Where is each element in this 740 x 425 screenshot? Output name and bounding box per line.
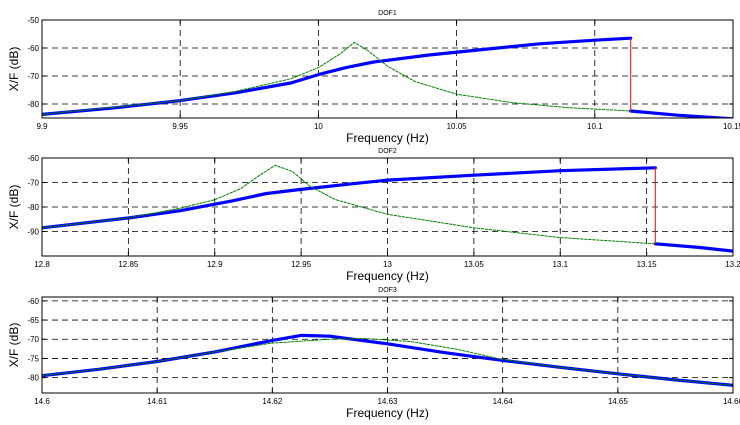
subplot-title: DOF1 (378, 10, 397, 17)
y-axis-label: X/F (dB) (7, 323, 21, 368)
series-line-thick-solid (42, 166, 657, 230)
series-group (42, 333, 733, 387)
x-tick-label: 13.1 (552, 260, 568, 269)
y-tick-label: -70 (27, 72, 39, 81)
y-axis-label: X/F (dB) (7, 185, 21, 230)
x-tick-label: 12.85 (118, 260, 139, 269)
series-group (42, 164, 733, 253)
y-tick-label: -60 (27, 297, 39, 306)
x-tick-label: 12.8 (34, 260, 50, 269)
x-tick-label: 12.95 (291, 260, 312, 269)
y-axis-label: X/F (dB) (7, 47, 21, 92)
x-tick-label: 10.15 (723, 122, 740, 131)
axes-box (41, 19, 734, 119)
x-tick-label: 14.62 (262, 397, 283, 406)
x-tick-label: 13 (383, 260, 392, 269)
y-tick-label: -50 (27, 16, 39, 25)
x-tick-label: 13.15 (637, 260, 658, 269)
x-tick-label: 14.6 (34, 397, 50, 406)
series-group (42, 36, 733, 118)
subplot-3: 14.6 14.61 14.62 14.63 14.64 14.65 14.66 -80 -75… (7, 287, 740, 420)
y-tick-label: -60 (27, 44, 39, 53)
x-tick-label: 13.05 (464, 260, 485, 269)
y-tick-label: -80 (27, 203, 39, 212)
subplot-1: 9.9 9.95 10 10.05 10.1 10.15 -80 -70 -60 -50 DOF1 F… (7, 10, 740, 145)
series-line-dashed (42, 164, 656, 245)
x-tick-label: 14.63 (377, 397, 398, 406)
x-tick-label: 9.95 (172, 122, 188, 131)
y-tick-label: -60 (27, 154, 39, 163)
x-tick-label: 14.64 (493, 397, 514, 406)
x-tick-label: 10.05 (447, 122, 468, 131)
y-tick-label: -70 (27, 179, 39, 188)
x-tick-label: 9.9 (36, 122, 48, 131)
x-tick-label: 14.66 (723, 397, 740, 406)
y-tick-label: -90 (27, 228, 39, 237)
x-axis-label: Frequency (Hz) (346, 269, 429, 283)
x-axis-label: Frequency (Hz) (346, 406, 429, 420)
series-line-dashed (42, 41, 632, 115)
subplot-2: 12.8 12.85 12.9 12.95 13 13.05 13.1 13.15 13.2 -9… (7, 148, 740, 283)
subplot-title: DOF2 (378, 148, 397, 155)
y-tick-label: -80 (27, 100, 39, 109)
x-tick-label: 10.1 (587, 122, 603, 131)
y-tick-label: -75 (27, 354, 39, 363)
y-tick-label: -80 (27, 374, 39, 383)
y-tick-label: -65 (27, 316, 39, 325)
x-tick-label: 14.65 (608, 397, 629, 406)
subplot-title: DOF3 (378, 287, 397, 294)
x-tick-label: 10 (314, 122, 323, 131)
x-axis-label: Frequency (Hz) (346, 131, 429, 145)
x-tick-label: 14.61 (147, 397, 168, 406)
series-line-thick-solid (653, 242, 733, 253)
x-tick-label: 13.2 (725, 260, 740, 269)
x-tick-label: 12.9 (207, 260, 223, 269)
y-tick-label: -70 (27, 335, 39, 344)
series-line-dashed (42, 338, 733, 386)
